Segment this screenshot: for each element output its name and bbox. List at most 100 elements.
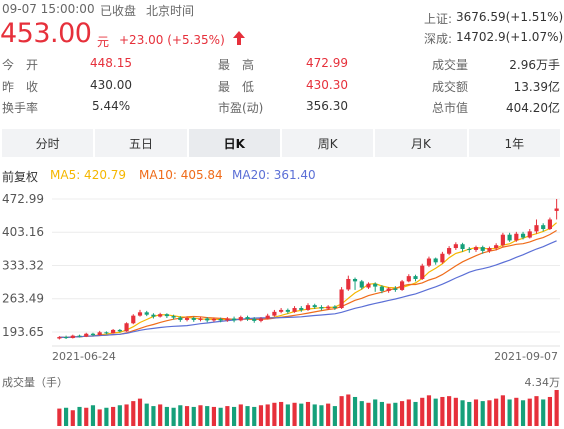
candle bbox=[413, 276, 418, 279]
ma5-value: MA5: 420.79 bbox=[50, 168, 127, 182]
volume-bar bbox=[272, 402, 277, 426]
candle bbox=[460, 244, 465, 249]
x-label-start: 2021-06-24 bbox=[52, 350, 116, 363]
kline-chart[interactable]: 472.99 403.16 333.32 263.49 193.65 2021-06-2… bbox=[0, 186, 564, 429]
candle bbox=[534, 225, 539, 232]
candle bbox=[554, 208, 559, 211]
stat-mcap-label: 总市值 bbox=[432, 101, 469, 115]
stat-low-value: 430.30 bbox=[306, 78, 348, 92]
y-tick-label: 263.49 bbox=[2, 292, 44, 306]
tab-daily-k[interactable]: 日K bbox=[188, 129, 280, 157]
candle bbox=[359, 281, 364, 288]
stat-volume-label: 成交量 bbox=[432, 58, 469, 72]
tab-one-year[interactable]: 1年 bbox=[468, 129, 560, 157]
candle bbox=[184, 318, 190, 320]
tab-monthly-k[interactable]: 月K bbox=[375, 129, 467, 157]
volume-bar bbox=[285, 404, 290, 426]
candle bbox=[90, 333, 96, 336]
candle bbox=[279, 309, 284, 312]
volume-bar bbox=[279, 401, 284, 426]
price-change: +23.00 (+5.35%) bbox=[119, 33, 225, 47]
volume-bar bbox=[245, 406, 250, 426]
volume-bar bbox=[500, 395, 505, 426]
stat-prev-label: 昨 收 bbox=[2, 80, 39, 94]
volume-bar bbox=[231, 406, 237, 426]
volume-bar bbox=[527, 398, 532, 426]
volume-max-label: 4.34万 bbox=[525, 376, 561, 389]
candle bbox=[447, 248, 452, 254]
candle bbox=[480, 247, 485, 251]
volume-bar bbox=[494, 398, 499, 426]
volume-bar bbox=[63, 407, 69, 426]
candle bbox=[211, 318, 217, 321]
candle bbox=[547, 219, 553, 229]
candle bbox=[319, 307, 324, 309]
y-tick-label: 333.32 bbox=[2, 259, 44, 273]
quote-datetime: 09-07 15:00:00 bbox=[2, 2, 95, 16]
adjust-mode[interactable]: 前复权 bbox=[2, 170, 39, 184]
volume-bar bbox=[319, 405, 324, 426]
candle bbox=[117, 329, 122, 332]
candle bbox=[63, 337, 69, 339]
volume-bar bbox=[124, 404, 129, 426]
candle bbox=[231, 318, 237, 321]
volume-bar bbox=[520, 400, 526, 426]
volume-bar bbox=[453, 397, 458, 426]
volume-bar bbox=[158, 404, 163, 426]
tab-weekly-k[interactable]: 周K bbox=[281, 129, 374, 157]
candle bbox=[366, 283, 371, 288]
chart-period-tabs: 分时 五日 日K 周K 月K 1年 bbox=[2, 129, 562, 157]
volume-bar bbox=[171, 407, 176, 426]
ma10-line bbox=[59, 229, 557, 339]
volume-bar bbox=[292, 402, 297, 426]
tab-five-day[interactable]: 五日 bbox=[95, 129, 187, 157]
candle bbox=[379, 286, 385, 291]
index-sz-label: 深成: bbox=[424, 32, 453, 46]
volume-bar bbox=[440, 396, 445, 426]
volume-bar bbox=[312, 404, 317, 426]
volume-bar bbox=[393, 402, 398, 426]
x-label-end: 2021-09-07 bbox=[494, 350, 558, 363]
stat-open-value: 448.15 bbox=[90, 56, 132, 70]
y-tick-label: 472.99 bbox=[2, 192, 44, 206]
ma20-line bbox=[59, 240, 557, 339]
stat-open-label: 今 开 bbox=[2, 58, 39, 72]
ma20-value: MA20: 361.40 bbox=[232, 168, 316, 182]
volume-bar bbox=[305, 401, 311, 426]
candle bbox=[285, 309, 290, 312]
volume-bar bbox=[184, 406, 190, 426]
volume-bar bbox=[178, 405, 183, 426]
stat-low-label: 最 低 bbox=[218, 80, 255, 94]
volume-bar bbox=[191, 406, 196, 426]
candle bbox=[406, 276, 411, 282]
tab-intraday[interactable]: 分时 bbox=[2, 129, 94, 157]
volume-bar bbox=[117, 405, 122, 426]
volume-bar bbox=[447, 396, 452, 426]
candle bbox=[198, 318, 203, 320]
market-status: 已收盘 bbox=[100, 4, 137, 18]
candle bbox=[191, 318, 196, 320]
candle bbox=[352, 278, 358, 282]
candle bbox=[339, 289, 344, 309]
candle bbox=[453, 244, 458, 249]
candle bbox=[84, 333, 89, 337]
volume-bar bbox=[379, 401, 385, 426]
volume-bar bbox=[111, 406, 116, 426]
arrow-up-icon bbox=[233, 31, 245, 45]
candle bbox=[346, 278, 351, 290]
candle bbox=[104, 332, 109, 334]
volume-bar bbox=[57, 408, 62, 426]
candle bbox=[393, 288, 398, 290]
candle bbox=[527, 231, 532, 238]
candle bbox=[426, 258, 432, 266]
volume-bar bbox=[205, 406, 210, 426]
candle bbox=[218, 318, 223, 321]
candle bbox=[312, 305, 317, 308]
volume-bar bbox=[352, 396, 358, 426]
candle bbox=[440, 253, 445, 263]
index-sh-label: 上证: bbox=[424, 12, 453, 26]
volume-bar bbox=[460, 400, 465, 426]
candle bbox=[258, 318, 264, 321]
stat-pe-value: 356.30 bbox=[306, 99, 348, 113]
volume-bar bbox=[339, 396, 344, 426]
